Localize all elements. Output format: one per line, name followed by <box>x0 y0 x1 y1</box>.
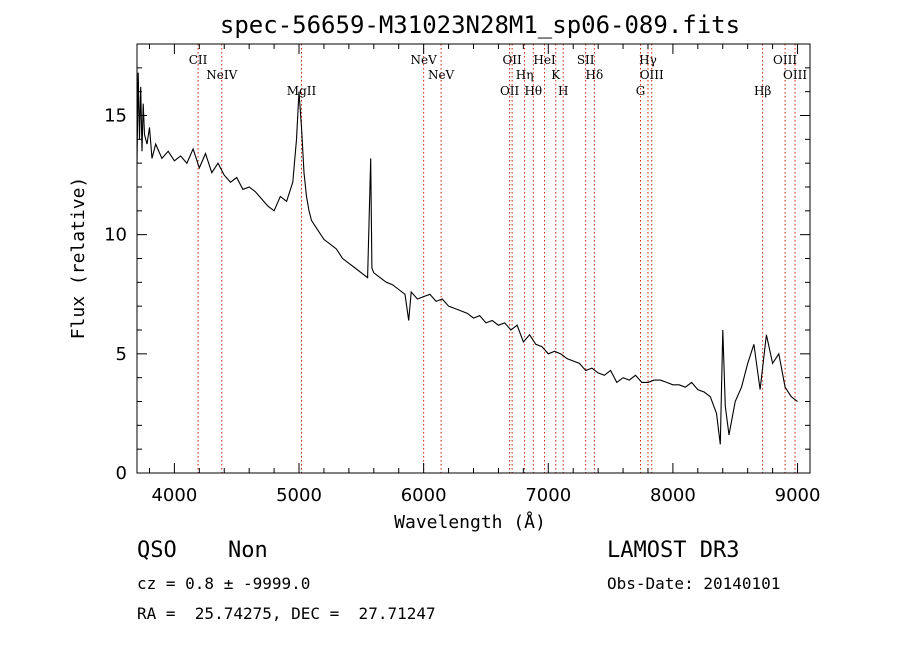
y-tick-label-0: 0 <box>116 463 127 484</box>
obs-date: Obs-Date: 20140101 <box>607 574 781 593</box>
line-label-17: Hβ <box>754 84 771 98</box>
line-label-10: K <box>551 68 561 82</box>
line-label-8: Hθ <box>524 84 542 98</box>
axis-ticks: 4000 5000 6000 7000 8000 9000 0 5 10 15 <box>104 44 820 506</box>
y-tick-label-2: 10 <box>104 225 127 246</box>
ra-dec: RA = 25.74275, DEC = 27.71247 <box>137 604 436 623</box>
line-label-19: OIII <box>783 68 807 82</box>
x-axis-label: Wavelength (Å) <box>394 511 546 533</box>
line-label-7: Hη <box>516 68 534 82</box>
line-label-2: MgII <box>287 84 317 98</box>
plot-frame <box>136 43 811 474</box>
cz-value: cz = 0.8 ± -9999.0 <box>137 574 311 593</box>
line-label-12: SII <box>577 53 595 67</box>
x-tick-label-1: 5000 <box>276 485 322 506</box>
line-label-6: OII <box>502 53 522 67</box>
x-tick-label-2: 6000 <box>401 485 447 506</box>
x-tick-label-4: 8000 <box>650 485 696 506</box>
line-label-1: NeIV <box>206 68 237 82</box>
line-label-15: Hγ <box>639 53 657 67</box>
line-label-3: NeV <box>411 53 438 67</box>
line-label-13: Hδ <box>586 68 604 82</box>
object-class: QSO <box>137 538 177 563</box>
object-subclass: Non <box>228 538 268 563</box>
line-labels: CIINeIVMgIINeVNeVOIIOIIHηHθHeIKHSIIHδGHγ… <box>189 53 808 98</box>
spectral-line-markers <box>197 44 796 473</box>
line-label-0: CII <box>189 53 208 67</box>
line-label-4: NeV <box>428 68 455 82</box>
line-label-9: HeI <box>533 53 556 67</box>
line-label-5: OII <box>500 84 520 98</box>
line-label-16: OIII <box>640 68 664 82</box>
x-tick-label-5: 9000 <box>775 485 821 506</box>
spectrum-line <box>136 72 798 445</box>
chart-title: spec-56659-M31023N28M1_sp06-089.fits <box>220 11 740 39</box>
x-tick-label-3: 7000 <box>525 485 571 506</box>
y-axis-label: Flux (relative) <box>68 177 89 340</box>
x-tick-label-0: 4000 <box>151 485 197 506</box>
line-label-14: G <box>636 84 646 98</box>
line-label-18: OIII <box>773 53 797 67</box>
line-label-11: H <box>558 84 568 98</box>
data-release: LAMOST DR3 <box>607 538 740 563</box>
y-tick-label-3: 15 <box>104 106 127 127</box>
y-tick-label-1: 5 <box>116 344 127 365</box>
